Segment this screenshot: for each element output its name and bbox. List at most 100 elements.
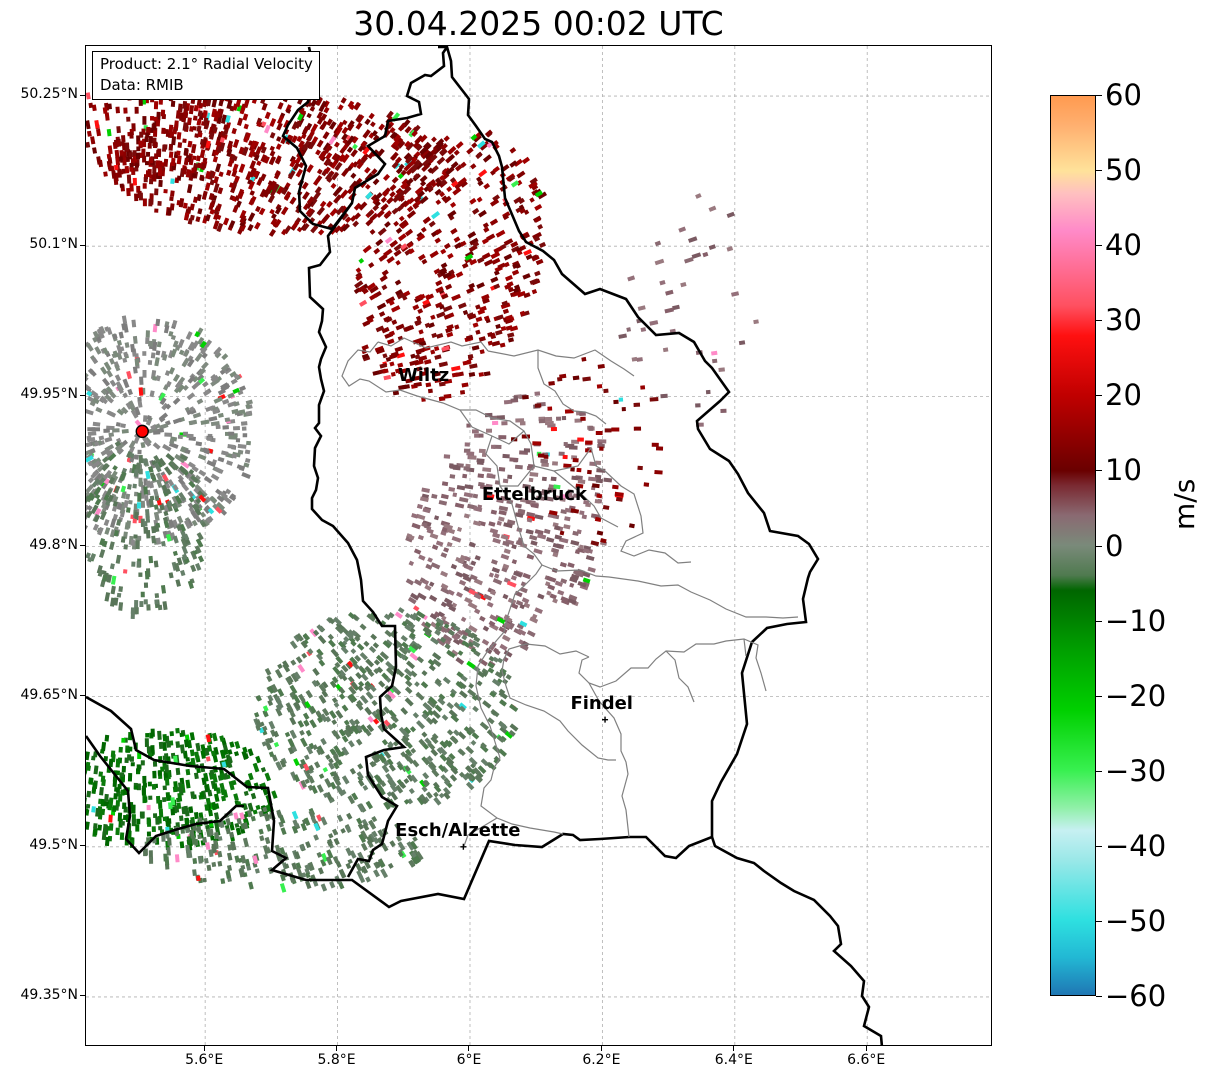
echo-pixel xyxy=(395,227,403,234)
echo-pixel xyxy=(532,231,542,240)
echo-pixel xyxy=(203,858,209,864)
echo-pixel xyxy=(216,494,225,503)
echo-pixel xyxy=(210,421,220,427)
echo-pixel xyxy=(362,288,369,295)
echo-pixel xyxy=(170,808,176,816)
echo-pixel xyxy=(470,739,477,746)
echo-pixel xyxy=(192,412,202,419)
echo-pixel xyxy=(222,398,230,405)
echo-pixel xyxy=(533,235,541,242)
echo-pixel xyxy=(172,417,182,425)
echo-pixel xyxy=(509,457,519,463)
echo-pixel xyxy=(294,155,303,165)
echo-pixel xyxy=(423,216,431,224)
echo-pixel xyxy=(126,187,131,197)
echo-pixel xyxy=(164,764,169,773)
echo-pixel xyxy=(182,166,188,175)
echo-pixel xyxy=(173,120,179,130)
radar-site-marker[interactable] xyxy=(135,424,149,439)
echo-pixel xyxy=(595,431,603,435)
echo-pixel xyxy=(336,185,343,193)
echo-pixel xyxy=(490,276,499,284)
echo-pixel xyxy=(579,411,586,416)
colorbar-tick xyxy=(1096,95,1102,96)
echo-pixel xyxy=(410,592,420,601)
echo-pixel xyxy=(431,652,442,661)
echo-pixel xyxy=(339,147,346,155)
echo-pixel xyxy=(611,427,620,432)
echo-pixel xyxy=(422,301,432,309)
radar-map[interactable] xyxy=(85,45,992,1046)
data-source-label: Data: RMIB xyxy=(100,76,184,94)
echo-pixel xyxy=(482,154,492,163)
echo-pixel xyxy=(377,227,387,236)
echo-pixel xyxy=(280,827,287,836)
echo-pixel xyxy=(104,527,111,535)
echo-pixel xyxy=(287,169,296,180)
echo-pixel xyxy=(341,133,349,141)
echo-pixel xyxy=(628,523,635,529)
colorbar-tick xyxy=(1096,395,1102,397)
echo-pixel xyxy=(355,274,363,282)
echo-pixel xyxy=(334,161,343,171)
echo-pixel xyxy=(400,181,408,190)
echo-pixel xyxy=(404,686,413,695)
echo-pixel xyxy=(197,503,203,510)
echo-pixel xyxy=(115,421,121,427)
echo-pixel xyxy=(396,204,404,212)
echo-pixel xyxy=(171,319,178,328)
echo-pixel xyxy=(370,633,378,641)
echo-pixel xyxy=(535,495,545,501)
echo-pixel xyxy=(147,142,152,149)
echo-pixel xyxy=(107,145,113,155)
echo-pixel xyxy=(347,123,355,132)
echo-pixel xyxy=(474,555,481,561)
echo-pixel xyxy=(116,351,123,361)
echo-pixel xyxy=(371,130,378,137)
echo-pixel xyxy=(385,296,396,304)
echo-pixel xyxy=(86,821,90,830)
echo-pixel xyxy=(285,108,292,114)
echo-pixel xyxy=(92,421,101,427)
echo-pixel xyxy=(255,755,262,764)
echo-pixel xyxy=(282,663,291,673)
echo-pixel xyxy=(451,536,462,543)
echo-pixel xyxy=(378,123,386,131)
echo-pixel xyxy=(268,155,277,166)
echo-pixel xyxy=(217,836,223,841)
echo-pixel xyxy=(350,215,357,222)
echo-pixel xyxy=(429,594,438,602)
echo-pixel xyxy=(492,194,500,202)
echo-pixel xyxy=(467,601,478,610)
echo-pixel xyxy=(168,572,174,579)
echo-pixel xyxy=(157,167,163,177)
echo-pixel xyxy=(404,612,411,619)
echo-pixel xyxy=(142,116,147,125)
echo-pixel xyxy=(446,273,456,281)
echo-pixel xyxy=(430,154,438,162)
echo-pixel xyxy=(243,98,250,109)
echo-pixel xyxy=(720,408,727,413)
echo-pixel xyxy=(425,294,431,300)
echo-pixel xyxy=(152,165,157,174)
echo-pixel xyxy=(232,163,239,172)
echo-pixel xyxy=(352,143,358,150)
echo-pixel xyxy=(206,436,212,442)
echo-pixel xyxy=(101,779,106,787)
echo-pixel xyxy=(277,688,285,697)
echo-pixel xyxy=(415,347,425,355)
echo-pixel xyxy=(151,783,157,790)
echo-pixel xyxy=(472,429,479,434)
echo-pixel xyxy=(485,647,493,655)
echo-pixel xyxy=(449,474,456,479)
echo-pixel xyxy=(269,208,275,215)
echo-pixel xyxy=(496,520,502,526)
echo-pixel xyxy=(460,180,468,188)
echo-pixel xyxy=(291,220,300,230)
echo-pixel xyxy=(398,219,409,229)
echo-pixel xyxy=(297,720,305,728)
echo-pixel xyxy=(318,659,326,667)
echo-pixel xyxy=(137,449,142,455)
city-label: Wiltz xyxy=(397,365,450,387)
echo-pixel xyxy=(472,241,480,248)
